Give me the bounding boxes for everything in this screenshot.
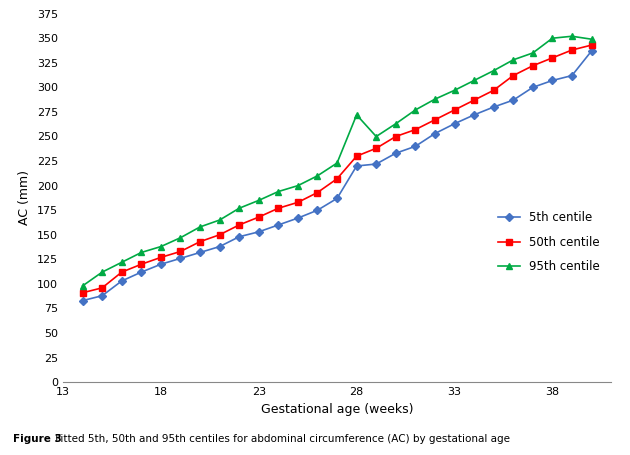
50th centile (79, 290, 86, 295)
95th centile (333, 160, 341, 166)
Line: 5th centile: 5th centile (80, 48, 594, 303)
95th centile (294, 183, 302, 188)
5th centile (470, 112, 478, 117)
50th centile (236, 222, 243, 228)
50th centile (197, 239, 204, 244)
5th centile (510, 97, 517, 103)
50th centile (510, 73, 517, 78)
95th centile (275, 189, 282, 194)
50th centile (314, 190, 321, 195)
95th centile (98, 269, 106, 275)
50th centile (216, 232, 224, 238)
5th centile (411, 144, 419, 149)
5th centile (314, 207, 321, 213)
95th centile (529, 50, 537, 56)
95th centile (372, 134, 380, 139)
50th centile (176, 249, 184, 254)
50th centile (568, 47, 576, 53)
50th centile (392, 134, 399, 139)
95th centile (490, 68, 498, 73)
95th centile (470, 78, 478, 83)
Y-axis label: AC (mm): AC (mm) (18, 171, 32, 225)
5th centile (118, 278, 125, 284)
50th centile (333, 176, 341, 182)
95th centile (176, 235, 184, 240)
95th centile (314, 173, 321, 178)
50th centile (255, 214, 263, 220)
50th centile (470, 97, 478, 103)
5th centile (353, 163, 360, 169)
5th centile (197, 250, 204, 255)
50th centile (529, 63, 537, 68)
50th centile (411, 127, 419, 132)
5th centile (372, 161, 380, 167)
Line: 50th centile: 50th centile (80, 42, 594, 296)
5th centile (568, 73, 576, 78)
5th centile (431, 131, 438, 136)
95th centile (392, 121, 399, 126)
5th centile (490, 104, 498, 110)
5th centile (275, 222, 282, 228)
50th centile (275, 206, 282, 211)
Text: Figure 3: Figure 3 (13, 434, 61, 444)
5th centile (392, 151, 399, 156)
Line: 95th centile: 95th centile (80, 34, 594, 288)
Legend: 5th centile, 50th centile, 95th centile: 5th centile, 50th centile, 95th centile (498, 211, 600, 273)
50th centile (98, 285, 106, 291)
95th centile (197, 224, 204, 230)
50th centile (450, 107, 458, 113)
95th centile (216, 217, 224, 223)
95th centile (411, 107, 419, 113)
5th centile (98, 293, 106, 298)
95th centile (510, 57, 517, 63)
5th centile (176, 256, 184, 261)
95th centile (79, 283, 86, 288)
50th centile (118, 269, 125, 275)
5th centile (294, 215, 302, 221)
50th centile (372, 146, 380, 151)
5th centile (157, 262, 164, 267)
95th centile (353, 112, 360, 117)
95th centile (549, 35, 556, 41)
50th centile (490, 87, 498, 93)
95th centile (236, 206, 243, 211)
5th centile (236, 234, 243, 239)
Text: Fitted 5th, 50th and 95th centiles for abdominal circumference (AC) by gestation: Fitted 5th, 50th and 95th centiles for a… (52, 434, 510, 444)
95th centile (255, 197, 263, 203)
95th centile (588, 36, 595, 42)
50th centile (588, 42, 595, 48)
5th centile (79, 298, 86, 303)
5th centile (450, 121, 458, 126)
50th centile (431, 117, 438, 122)
5th centile (549, 78, 556, 83)
5th centile (137, 269, 145, 275)
50th centile (353, 153, 360, 159)
5th centile (255, 229, 263, 235)
5th centile (333, 196, 341, 201)
50th centile (137, 262, 145, 267)
5th centile (529, 85, 537, 90)
50th centile (294, 200, 302, 205)
95th centile (568, 34, 576, 39)
50th centile (157, 255, 164, 260)
95th centile (431, 96, 438, 102)
95th centile (118, 259, 125, 265)
95th centile (450, 87, 458, 93)
95th centile (157, 244, 164, 249)
95th centile (137, 250, 145, 255)
50th centile (549, 55, 556, 61)
5th centile (588, 48, 595, 54)
5th centile (216, 244, 224, 249)
X-axis label: Gestational age (weeks): Gestational age (weeks) (261, 403, 413, 415)
